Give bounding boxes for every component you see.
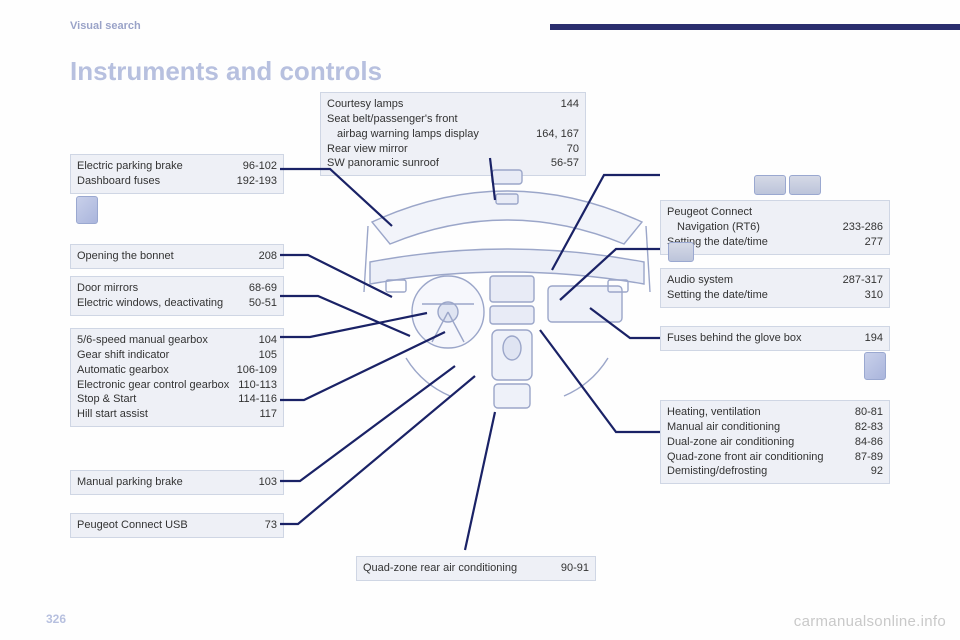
list-item: Setting the date/time277 <box>667 235 883 250</box>
list-item: Dashboard fuses192-193 <box>77 174 277 189</box>
list-item: Electric windows, deactivating50-51 <box>77 296 277 311</box>
box-manual-parking-brake: Manual parking brake103 <box>70 470 284 495</box>
audio-icon <box>668 242 694 262</box>
box-audio-system: Audio system287-317Setting the date/time… <box>660 268 890 308</box>
box-mirrors-windows: Door mirrors68-69Electric windows, deact… <box>70 276 284 316</box>
list-item: Manual air conditioning82-83 <box>667 420 883 435</box>
box-rear-aircon: Quad-zone rear air conditioning90-91 <box>356 556 596 581</box>
fuse-icon-2 <box>864 352 886 380</box>
list-item: Courtesy lamps144 <box>327 97 579 112</box>
section-label: Visual search <box>70 20 141 32</box>
list-item: 5/6-speed manual gearbox104 <box>77 333 277 348</box>
list-item: Demisting/defrosting92 <box>667 464 883 479</box>
list-item: Door mirrors68-69 <box>77 281 277 296</box>
page-number: 326 <box>46 612 66 626</box>
box-glove-box-fuses: Fuses behind the glove box194 <box>660 326 890 351</box>
list-item: Stop & Start114-116 <box>77 392 277 407</box>
list-item: Automatic gearbox106-109 <box>77 363 277 378</box>
box-usb: Peugeot Connect USB73 <box>70 513 284 538</box>
page-title: Instruments and controls <box>70 56 382 87</box>
dashboard-illustration <box>362 152 652 412</box>
list-item: Quad-zone rear air conditioning90-91 <box>363 561 589 576</box>
list-item: Electric parking brake96-102 <box>77 159 277 174</box>
list-item: Peugeot Connect USB73 <box>77 518 277 533</box>
watermark: carmanualsonline.info <box>794 613 946 630</box>
list-item: Audio system287-317 <box>667 273 883 288</box>
box-gearbox: 5/6-speed manual gearbox104Gear shift in… <box>70 328 284 427</box>
list-item: Quad-zone front air conditioning87-89 <box>667 450 883 465</box>
top-bar <box>550 24 960 30</box>
box-parking-brake-fuses: Electric parking brake96-102Dashboard fu… <box>70 154 284 194</box>
list-item: Manual parking brake103 <box>77 475 277 490</box>
list-item: Hill start assist117 <box>77 407 277 422</box>
box-heating-ventilation: Heating, ventilation80-81Manual air cond… <box>660 400 890 484</box>
list-item: Dual-zone air conditioning84-86 <box>667 435 883 450</box>
fuse-icon <box>76 196 98 224</box>
box-navigation: Peugeot ConnectNavigation (RT6)233-286Se… <box>660 200 890 255</box>
list-item: Fuses behind the glove box194 <box>667 331 883 346</box>
radio-icons <box>754 175 821 195</box>
list-item: Heating, ventilation80-81 <box>667 405 883 420</box>
box-opening-bonnet: Opening the bonnet208 <box>70 244 284 269</box>
list-item: Electronic gear control gearbox110-113 <box>77 378 277 393</box>
list-item: Opening the bonnet208 <box>77 249 277 264</box>
list-item: Setting the date/time310 <box>667 288 883 303</box>
list-item: Gear shift indicator105 <box>77 348 277 363</box>
